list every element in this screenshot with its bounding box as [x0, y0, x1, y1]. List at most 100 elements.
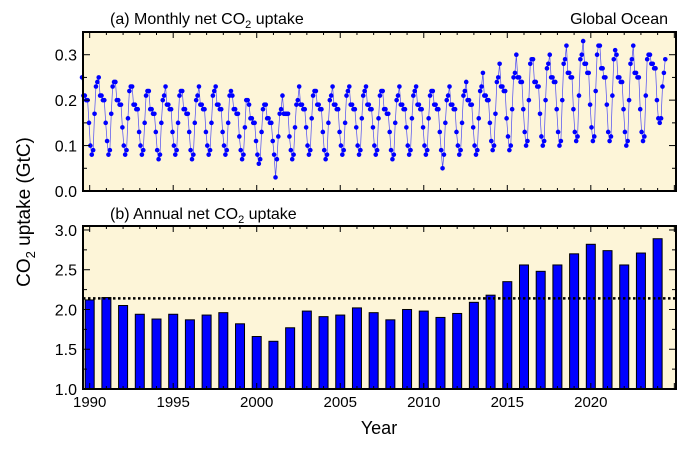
monthly-point — [597, 43, 603, 48]
monthly-point — [253, 138, 259, 144]
monthly-point — [186, 129, 192, 135]
monthly-point — [650, 61, 656, 67]
monthly-point — [541, 138, 547, 144]
monthly-point — [309, 116, 315, 121]
monthly-point — [462, 88, 468, 94]
monthly-point — [302, 106, 308, 112]
monthly-point — [486, 97, 491, 103]
monthly-point — [209, 120, 214, 126]
monthly-point — [235, 111, 241, 117]
monthly-point — [444, 97, 450, 103]
monthly-point — [553, 79, 558, 85]
annual-bar — [235, 323, 246, 390]
monthly-point — [626, 97, 632, 103]
monthly-point — [271, 152, 277, 157]
monthly-point — [370, 125, 376, 130]
monthly-point — [260, 106, 266, 112]
monthly-point — [138, 143, 143, 148]
monthly-point — [245, 97, 250, 103]
monthly-point — [182, 106, 188, 112]
monthly-point — [662, 56, 668, 62]
monthly-point — [288, 147, 294, 153]
monthly-point — [575, 134, 580, 139]
monthly-point — [255, 152, 260, 157]
monthly-point — [294, 102, 299, 107]
monthly-point — [611, 56, 617, 62]
monthly-point — [136, 129, 142, 135]
monthly-point — [564, 43, 569, 48]
monthly-point — [504, 116, 509, 121]
monthly-point — [469, 102, 475, 107]
monthly-point — [230, 93, 235, 98]
monthly-point — [326, 120, 331, 126]
annual-bar — [301, 310, 312, 390]
monthly-point — [193, 97, 199, 103]
monthly-point — [124, 147, 129, 153]
monthly-point — [333, 102, 338, 107]
monthly-point — [296, 84, 302, 89]
monthly-point — [89, 152, 95, 157]
monthly-point — [175, 120, 181, 126]
annual-bar — [101, 297, 112, 390]
monthly-point — [224, 147, 230, 153]
monthly-point — [497, 61, 502, 67]
monthly-point — [276, 134, 281, 139]
annual-bar — [134, 313, 145, 390]
monthly-point — [259, 129, 264, 135]
monthly-point — [223, 152, 228, 157]
monthly-point — [593, 88, 598, 94]
monthly-point — [433, 102, 438, 107]
panel-b-title-suffix: uptake — [244, 206, 297, 223]
annual-bar — [268, 340, 279, 390]
annual-bar — [84, 299, 95, 390]
monthly-point — [96, 75, 102, 80]
monthly-point — [107, 147, 113, 153]
monthly-point — [406, 152, 412, 157]
monthly-point — [113, 79, 118, 85]
monthly-point — [249, 116, 255, 121]
annual-bar — [368, 312, 379, 390]
annual-bar — [468, 301, 479, 390]
monthly-point — [438, 147, 444, 153]
monthly-point — [487, 120, 493, 126]
monthly-point — [578, 56, 583, 62]
monthly-point — [502, 88, 508, 94]
monthly-point — [308, 147, 313, 153]
x-axis-label: Year — [361, 418, 397, 438]
monthly-point — [436, 106, 441, 112]
y-tick-label: 0.2 — [55, 93, 77, 110]
monthly-point — [516, 75, 522, 80]
monthly-point — [340, 152, 345, 157]
monthly-point — [405, 143, 411, 148]
monthly-point — [621, 106, 626, 112]
monthly-point — [394, 97, 399, 103]
panel-b-title: (b) Annual net CO2 uptake — [110, 206, 297, 226]
monthly-point — [376, 116, 381, 121]
monthly-point — [557, 143, 562, 148]
monthly-point — [154, 147, 160, 153]
monthly-point — [313, 88, 319, 94]
monthly-point — [263, 102, 269, 107]
annual-bar — [184, 319, 195, 390]
annual-bar — [251, 336, 262, 390]
annual-bar — [535, 270, 546, 390]
monthly-point — [346, 84, 352, 89]
monthly-point — [323, 156, 328, 162]
monthly-point — [447, 84, 452, 89]
monthly-point — [600, 66, 605, 71]
monthly-point — [380, 88, 386, 94]
monthly-point — [404, 125, 409, 130]
monthly-point — [642, 134, 647, 139]
monthly-point — [569, 75, 575, 80]
annual-bar — [151, 318, 162, 390]
monthly-point — [242, 125, 248, 130]
monthly-point — [640, 138, 646, 144]
monthly-point — [525, 138, 530, 144]
x-tick-label: 2005 — [324, 394, 357, 411]
monthly-point — [369, 106, 374, 112]
panel-a-title: (a) Monthly net CO2 uptake — [110, 11, 304, 31]
monthly-point — [392, 120, 398, 126]
monthly-point — [523, 143, 529, 148]
monthly-point — [252, 120, 257, 126]
